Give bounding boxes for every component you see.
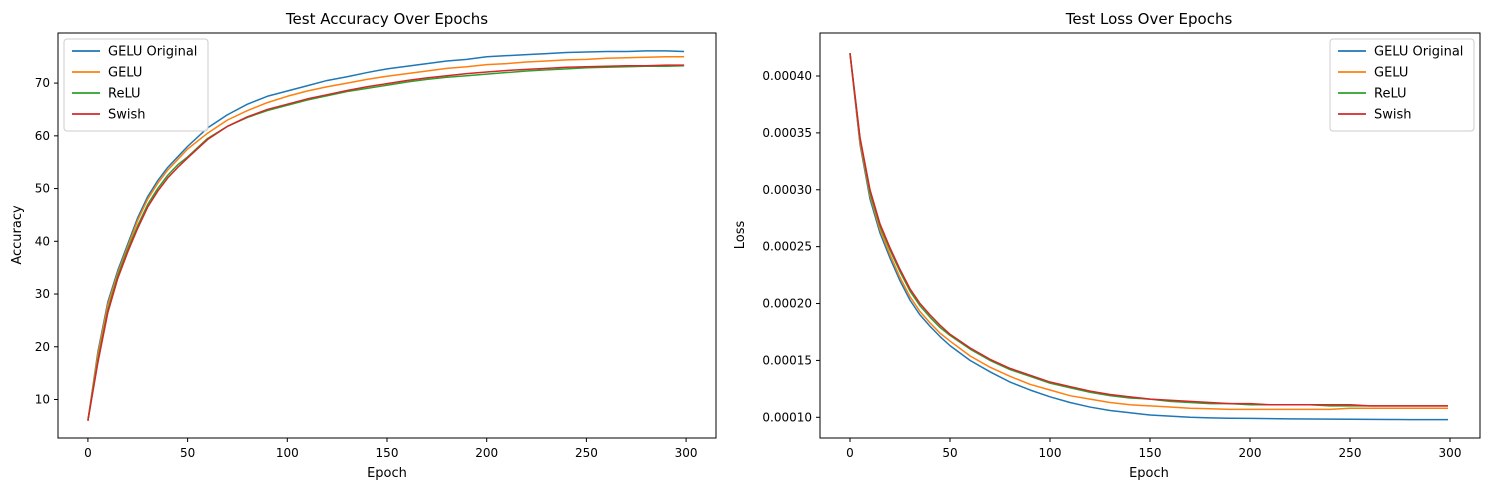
y-tick-label: 60 <box>35 129 50 143</box>
x-tick-label: 50 <box>180 446 195 460</box>
accuracy-chart: Test Accuracy Over Epochs Epoch Accuracy… <box>10 10 717 481</box>
y-tick-label: 30 <box>35 287 50 301</box>
legend: GELU Original GELU ReLU Swish <box>63 38 209 132</box>
y-tick-label: 40 <box>35 234 50 248</box>
legend-label-gelu-original: GELU Original <box>1374 45 1463 60</box>
legend-label-gelu-original: GELU Original <box>108 45 197 60</box>
x-tick-label: 0 <box>846 446 854 460</box>
x-tick-label: 100 <box>276 446 299 460</box>
x-axis-label: Epoch <box>1129 466 1169 481</box>
series-line-relu <box>87 64 685 421</box>
chart-title: Test Loss Over Epochs <box>1065 10 1233 28</box>
y-tick-label: 0.00015 <box>762 353 812 367</box>
legend-box <box>63 38 209 132</box>
legend-label-relu: ReLU <box>108 87 141 102</box>
legend: GELU Original GELU ReLU Swish <box>1329 38 1475 132</box>
y-tick-label: 0.00010 <box>762 410 812 424</box>
series-line-swish <box>87 64 685 421</box>
series-line-swish <box>849 53 1448 407</box>
legend-box <box>1329 38 1475 132</box>
loss-chart: Test Loss Over Epochs Epoch Loss 0 50 100 1… <box>733 10 1481 481</box>
legend-label-gelu: GELU <box>108 66 142 81</box>
y-tick-label: 0.00035 <box>762 126 812 140</box>
y-tick-label: 0.00030 <box>762 183 812 197</box>
x-tick-label: 250 <box>575 446 598 460</box>
legend-label-swish: Swish <box>108 108 146 123</box>
legend-label-relu: ReLU <box>1374 87 1407 102</box>
chart-title: Test Accuracy Over Epochs <box>285 10 488 28</box>
x-tick-label: 300 <box>1439 446 1462 460</box>
x-tick-label: 150 <box>1139 446 1162 460</box>
x-tick-label: 300 <box>675 446 698 460</box>
x-tick-label: 200 <box>475 446 498 460</box>
series-line-gelu-original <box>849 53 1448 421</box>
legend-label-gelu: GELU <box>1374 66 1408 81</box>
y-tick-label: 50 <box>35 182 50 196</box>
x-tick-label: 0 <box>84 446 92 460</box>
y-tick-label: 20 <box>35 340 50 354</box>
y-tick-label: 0.00020 <box>762 297 812 311</box>
legend-label-swish: Swish <box>1374 108 1412 123</box>
x-tick-label: 250 <box>1339 446 1362 460</box>
y-tick-label: 0.00025 <box>762 240 812 254</box>
y-axis-label: Accuracy <box>10 205 25 265</box>
series-line-gelu <box>87 55 685 421</box>
y-tick-label: 0.00040 <box>762 69 812 83</box>
x-axis-label: Epoch <box>367 466 407 481</box>
series-line-gelu <box>849 53 1448 411</box>
series-line-relu <box>849 53 1448 407</box>
series-line-gelu-original <box>87 50 685 421</box>
x-tick-label: 50 <box>942 446 957 460</box>
y-axis-label: Loss <box>733 221 748 250</box>
y-tick-label: 10 <box>35 393 50 407</box>
x-tick-label: 150 <box>376 446 399 460</box>
x-tick-label: 100 <box>1039 446 1062 460</box>
y-tick-label: 70 <box>35 76 50 90</box>
x-tick-label: 200 <box>1239 446 1262 460</box>
